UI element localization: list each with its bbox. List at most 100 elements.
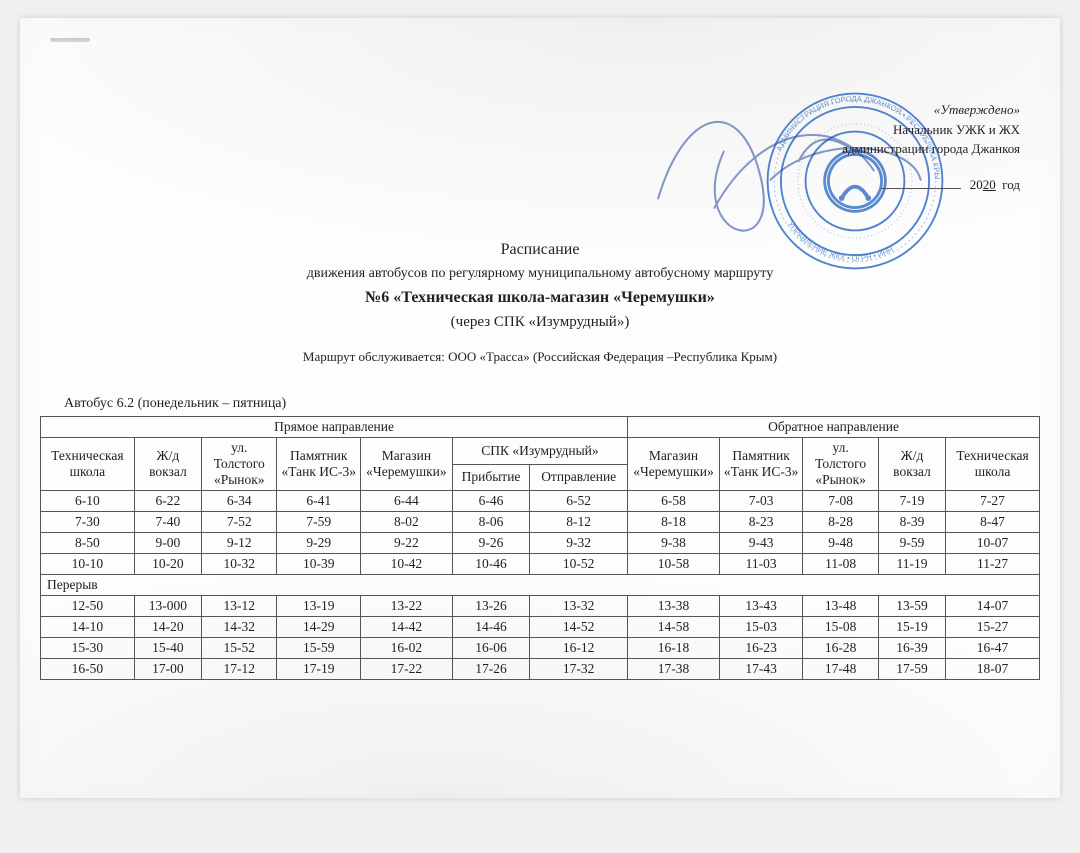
table-row: 10-1010-2010-3210-3910-4210-4610-5210-58…: [41, 554, 1040, 575]
time-cell: 15-59: [277, 638, 361, 659]
break-label: Перерыв: [41, 575, 1040, 596]
time-cell: 16-50: [41, 659, 135, 680]
year-word: год: [1002, 177, 1020, 192]
time-cell: 17-12: [202, 659, 277, 680]
table-row: 15-3015-4015-5215-5916-0216-0616-1216-18…: [41, 638, 1040, 659]
col-h-2: Ж/д вокзал: [134, 438, 201, 491]
time-cell: 15-40: [134, 638, 201, 659]
time-cell: 14-42: [361, 617, 453, 638]
time-cell: 14-46: [452, 617, 529, 638]
time-cell: 10-20: [134, 554, 201, 575]
col-h-6: Прибытие: [452, 464, 529, 491]
time-cell: 16-12: [530, 638, 628, 659]
time-cell: 15-52: [202, 638, 277, 659]
approval-line-2: администрации города Джанкоя: [680, 139, 1020, 159]
approval-year-line: 2020 год: [680, 175, 1020, 195]
time-cell: 13-26: [452, 596, 529, 617]
time-cell: 16-06: [452, 638, 529, 659]
col-h-10: ул. Толстого «Рынок»: [803, 438, 878, 491]
col-h-1: Техническая школа: [41, 438, 135, 491]
time-cell: 10-10: [41, 554, 135, 575]
time-cell: 10-32: [202, 554, 277, 575]
time-cell: 6-10: [41, 491, 135, 512]
time-cell: 13-19: [277, 596, 361, 617]
table-row: 16-5017-0017-1217-1917-2217-2617-3217-38…: [41, 659, 1040, 680]
col-h-7: Отправление: [530, 464, 628, 491]
time-cell: 13-32: [530, 596, 628, 617]
time-cell: 16-47: [946, 638, 1040, 659]
time-cell: 10-52: [530, 554, 628, 575]
time-cell: 13-000: [134, 596, 201, 617]
time-cell: 8-12: [530, 512, 628, 533]
time-cell: 11-19: [878, 554, 945, 575]
time-cell: 7-08: [803, 491, 878, 512]
document-page: АДМИНИСТРАЦИЯ ГОРОДА ДЖАНКОЯ • РЕСПУБЛИК…: [20, 18, 1060, 798]
time-cell: 17-59: [878, 659, 945, 680]
time-cell: 9-00: [134, 533, 201, 554]
time-cell: 17-19: [277, 659, 361, 680]
time-cell: 16-18: [628, 638, 720, 659]
approval-block: «Утверждено» Начальник УЖК и ЖХ админист…: [680, 100, 1020, 194]
approval-line-1: Начальник УЖК и ЖХ: [680, 120, 1020, 140]
time-cell: 10-42: [361, 554, 453, 575]
table-row: 7-307-407-527-598-028-068-128-188-238-28…: [41, 512, 1040, 533]
time-cell: 10-46: [452, 554, 529, 575]
time-cell: 9-12: [202, 533, 277, 554]
time-cell: 11-27: [946, 554, 1040, 575]
time-cell: 9-26: [452, 533, 529, 554]
col-h-8: Магазин «Черемушки»: [628, 438, 720, 491]
time-cell: 12-50: [41, 596, 135, 617]
time-cell: 7-03: [719, 491, 803, 512]
route-line: №6 «Техническая школа-магазин «Черемушки…: [20, 286, 1060, 311]
time-cell: 17-00: [134, 659, 201, 680]
time-cell: 15-03: [719, 617, 803, 638]
time-cell: 9-38: [628, 533, 720, 554]
time-cell: 14-32: [202, 617, 277, 638]
schedule-table: Прямое направление Обратное направление …: [40, 416, 1040, 680]
time-cell: 8-50: [41, 533, 135, 554]
time-cell: 6-52: [530, 491, 628, 512]
time-cell: 15-19: [878, 617, 945, 638]
time-cell: 15-08: [803, 617, 878, 638]
time-cell: 7-52: [202, 512, 277, 533]
table-row: 12-5013-00013-1213-1913-2213-2613-3213-3…: [41, 596, 1040, 617]
time-cell: 11-08: [803, 554, 878, 575]
time-cell: 18-07: [946, 659, 1040, 680]
col-h-9: Памятник «Танк ИС-3»: [719, 438, 803, 491]
time-cell: 9-29: [277, 533, 361, 554]
time-cell: 17-48: [803, 659, 878, 680]
time-cell: 6-34: [202, 491, 277, 512]
col-h-11: Ж/д вокзал: [878, 438, 945, 491]
time-cell: 14-20: [134, 617, 201, 638]
intro-line: движения автобусов по регулярному муници…: [20, 263, 1060, 285]
time-cell: 16-23: [719, 638, 803, 659]
year-prefix: 20: [970, 177, 983, 192]
time-cell: 6-58: [628, 491, 720, 512]
time-cell: 14-58: [628, 617, 720, 638]
time-cell: 14-10: [41, 617, 135, 638]
time-cell: 7-19: [878, 491, 945, 512]
route-number: №6: [365, 289, 389, 306]
route-via: (через СПК «Изумрудный»): [20, 311, 1060, 334]
table-row: 8-509-009-129-299-229-269-329-389-439-48…: [41, 533, 1040, 554]
time-cell: 10-58: [628, 554, 720, 575]
time-cell: 9-43: [719, 533, 803, 554]
route-name: «Техническая школа-магазин «Черемушки»: [393, 289, 715, 306]
time-cell: 8-28: [803, 512, 878, 533]
time-cell: 8-47: [946, 512, 1040, 533]
time-cell: 8-06: [452, 512, 529, 533]
time-cell: 10-39: [277, 554, 361, 575]
col-h-spk: СПК «Изумрудный»: [452, 438, 627, 465]
time-cell: 13-48: [803, 596, 878, 617]
time-cell: 16-39: [878, 638, 945, 659]
bus-label: Автобус 6.2 (понедельник – пятница): [64, 396, 286, 412]
title-word: Расписание: [20, 238, 1060, 263]
time-cell: 6-41: [277, 491, 361, 512]
time-cell: 8-18: [628, 512, 720, 533]
col-h-3: ул. Толстого «Рынок»: [202, 438, 277, 491]
time-cell: 7-27: [946, 491, 1040, 512]
time-cell: 16-28: [803, 638, 878, 659]
time-cell: 9-48: [803, 533, 878, 554]
time-cell: 6-46: [452, 491, 529, 512]
operator-line: Маршрут обслуживается: ООО «Трасса» (Рос…: [20, 347, 1060, 367]
